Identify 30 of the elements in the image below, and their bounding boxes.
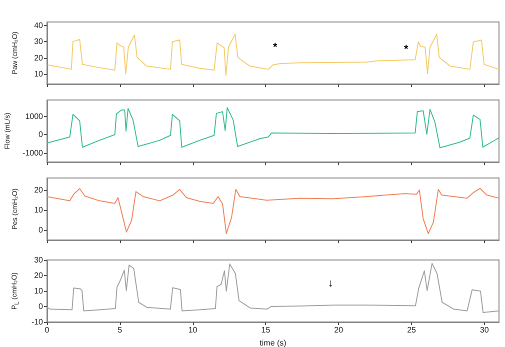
x-tick-label: 25: [407, 326, 417, 334]
line-series: [46, 107, 500, 148]
y-tick-label: 30: [34, 256, 44, 264]
x-tick-label: 15: [261, 326, 271, 334]
y-tick-label: 10: [34, 70, 44, 79]
y-tick-label: 1000: [25, 112, 44, 121]
y-tick-label: 10: [34, 206, 44, 214]
x-tick-label: 10: [188, 326, 198, 334]
line-series: [47, 34, 500, 76]
x-axis-title: time (s): [260, 338, 287, 347]
annotation: *: [273, 42, 278, 54]
x-tick-label: 5: [118, 326, 123, 334]
y-tick-label: 10: [34, 286, 44, 296]
line-series: [46, 262, 500, 314]
y-tick-label: 20: [34, 53, 44, 62]
y-tick-label: -10: [31, 318, 44, 326]
y-tick-label: 0: [38, 302, 44, 311]
x-tick-label: 20: [334, 326, 344, 334]
line-series: [46, 188, 500, 234]
x-tick-label: 0: [44, 326, 50, 334]
annotation: *: [404, 44, 409, 56]
y-tick-label: 30: [34, 37, 44, 46]
y-tick-label: 20: [34, 271, 44, 280]
y-tick-label: -1000: [22, 148, 44, 158]
x-tick-label: 30: [480, 326, 490, 334]
y-tick-label: 0: [38, 130, 44, 140]
y-tick-label: 40: [34, 20, 44, 30]
y-tick-label: 20: [34, 186, 44, 194]
annotation: ↓: [328, 278, 334, 290]
y-tick-label: 0: [38, 226, 44, 234]
